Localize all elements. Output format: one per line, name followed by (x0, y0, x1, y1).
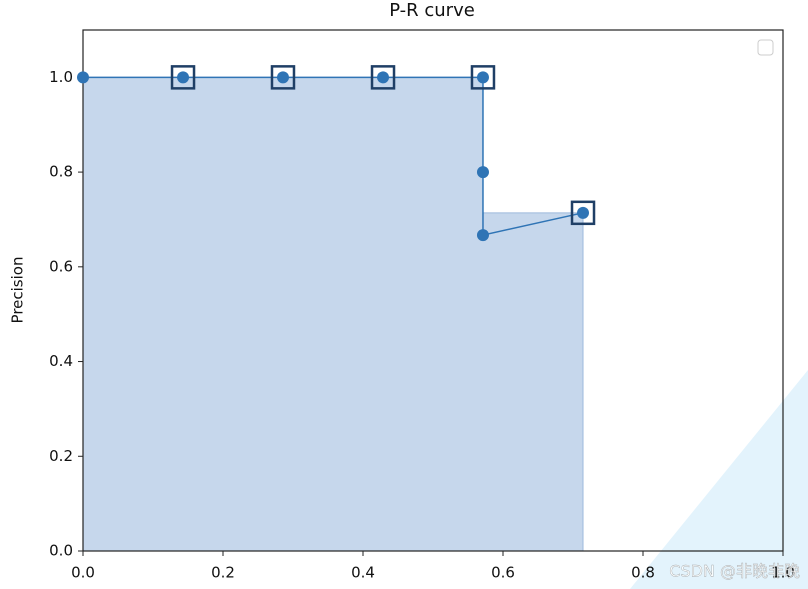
y-tick-label: 0.6 (49, 257, 73, 275)
chart-title: P-R curve (389, 0, 475, 21)
y-tick-label: 0.8 (49, 163, 73, 181)
interpolated-marker (470, 65, 496, 90)
point (476, 229, 489, 242)
y-tick-label: 0.4 (49, 352, 73, 370)
point (276, 71, 289, 84)
interpolated-marker (270, 65, 296, 90)
point (177, 71, 190, 84)
y-tick-label: 0.0 (49, 542, 73, 560)
pr-line (83, 76, 584, 237)
pr-area (82, 76, 584, 552)
y-axis-label: Precision (9, 257, 27, 324)
x-tick-label: 1.0 (771, 564, 795, 582)
decoration (630, 370, 808, 589)
watermark: CSDN @非晚非晚 (669, 562, 800, 581)
legend (757, 39, 774, 56)
point (476, 71, 489, 84)
point (77, 71, 89, 84)
y-tick-label: 1.0 (49, 68, 73, 86)
plot-frame (82, 29, 784, 552)
x-tick-label: 0.8 (631, 564, 655, 582)
point (577, 206, 590, 219)
point (476, 166, 489, 179)
interpolated-marker (570, 200, 596, 226)
x-tick-label: 0.4 (351, 564, 375, 582)
interpolated-marker (370, 65, 396, 90)
interpolated-marker (170, 65, 196, 90)
x-tick-label: 0.0 (71, 564, 95, 582)
point (377, 71, 390, 84)
x-tick-label: 0.2 (211, 564, 235, 582)
y-tick-label: 0.2 (49, 447, 73, 465)
x-tick-label: 0.6 (491, 564, 515, 582)
